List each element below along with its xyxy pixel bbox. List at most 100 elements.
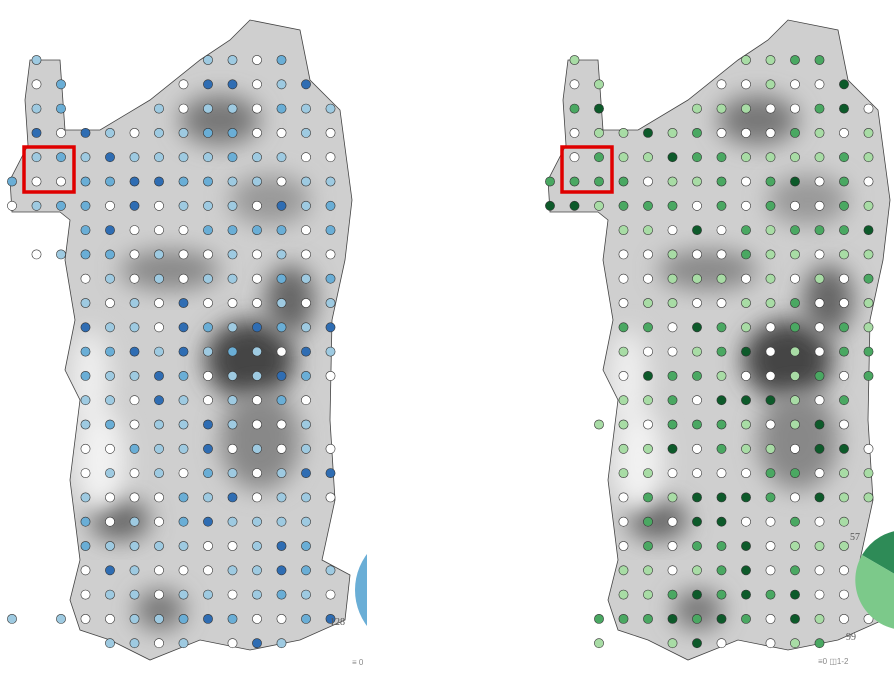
site-dot (179, 614, 188, 623)
site-dot (790, 201, 799, 210)
site-dot (717, 250, 726, 259)
site-dot (252, 371, 261, 380)
site-dot (741, 517, 750, 526)
site-dot (105, 128, 114, 137)
site-dot (203, 517, 212, 526)
site-dot (105, 371, 114, 380)
site-dot (717, 590, 726, 599)
site-dot (32, 80, 41, 89)
site-dot (252, 347, 261, 356)
site-dot (839, 493, 848, 502)
site-dot (179, 347, 188, 356)
site-dot (668, 614, 677, 623)
site-dot (154, 444, 163, 453)
site-dot (717, 444, 726, 453)
site-dot (741, 104, 750, 113)
site-dot (326, 201, 335, 210)
site-dot (717, 566, 726, 575)
site-dot (277, 226, 286, 235)
site-dot (839, 469, 848, 478)
site-dot (301, 153, 310, 162)
site-dot (668, 517, 677, 526)
site-dot (228, 323, 237, 332)
site-dot (179, 420, 188, 429)
site-dot (130, 371, 139, 380)
site-dot (790, 104, 799, 113)
relief (718, 95, 798, 145)
site-dot (252, 80, 261, 89)
site-dot (301, 274, 310, 283)
site-dot (203, 347, 212, 356)
site-dot (717, 274, 726, 283)
site-dot (252, 469, 261, 478)
site-dot (228, 55, 237, 64)
site-dot (301, 226, 310, 235)
site-dot (203, 420, 212, 429)
site-dot (105, 493, 114, 502)
site-dot (32, 128, 41, 137)
site-dot (154, 541, 163, 550)
site-dot (326, 226, 335, 235)
site-dot (326, 493, 335, 502)
site-dot (301, 444, 310, 453)
site-dot (154, 104, 163, 113)
site-dot (668, 566, 677, 575)
site-dot (692, 177, 701, 186)
site-dot (81, 177, 90, 186)
site-dot (81, 298, 90, 307)
site-dot (766, 590, 775, 599)
site-dot (570, 177, 579, 186)
site-dot (252, 298, 261, 307)
site-dot (815, 274, 824, 283)
site-dot (228, 639, 237, 648)
site-dot (815, 541, 824, 550)
pie-label: 57 (850, 532, 860, 543)
site-dot (619, 590, 628, 599)
site-dot (154, 250, 163, 259)
site-dot (179, 201, 188, 210)
site-dot (790, 347, 799, 356)
site-dot (277, 639, 286, 648)
site-dot (277, 590, 286, 599)
site-dot (717, 177, 726, 186)
site-dot (252, 226, 261, 235)
site-dot (130, 396, 139, 405)
site-dot (790, 517, 799, 526)
site-dot (81, 371, 90, 380)
site-dot (179, 250, 188, 259)
site-dot (277, 153, 286, 162)
site-dot (594, 153, 603, 162)
site-dot (839, 541, 848, 550)
site-dot (105, 590, 114, 599)
site-dot (154, 226, 163, 235)
site-dot (766, 274, 775, 283)
left-map: 128 ≡ 0 (7, 20, 475, 667)
site-dot (154, 396, 163, 405)
site-dot (839, 80, 848, 89)
site-dot (81, 420, 90, 429)
site-dot (864, 493, 873, 502)
site-dot (717, 639, 726, 648)
site-dot (277, 614, 286, 623)
relief (230, 175, 310, 225)
site-dot (179, 226, 188, 235)
site-dot (570, 55, 579, 64)
site-dot (668, 469, 677, 478)
site-dot (643, 590, 652, 599)
site-dot (594, 420, 603, 429)
site-dot (326, 347, 335, 356)
site-dot (643, 323, 652, 332)
site-dot (81, 444, 90, 453)
site-dot (815, 80, 824, 89)
site-dot (105, 444, 114, 453)
site-dot (228, 274, 237, 283)
site-dot (277, 323, 286, 332)
site-dot (203, 274, 212, 283)
site-dot (692, 420, 701, 429)
site-dot (154, 347, 163, 356)
site-dot (839, 396, 848, 405)
site-dot (619, 128, 628, 137)
site-dot (252, 420, 261, 429)
site-dot (766, 201, 775, 210)
site-dot (252, 323, 261, 332)
